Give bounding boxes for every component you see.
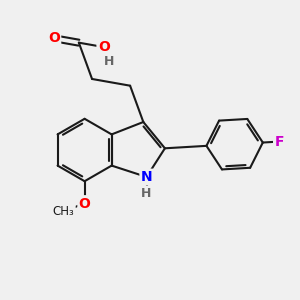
Text: H: H <box>141 187 152 200</box>
Text: O: O <box>98 40 110 54</box>
Text: N: N <box>141 170 152 184</box>
Text: F: F <box>274 135 284 148</box>
Text: H: H <box>103 55 114 68</box>
Text: O: O <box>48 31 60 45</box>
Text: CH₃: CH₃ <box>53 205 74 218</box>
Text: O: O <box>79 196 91 211</box>
